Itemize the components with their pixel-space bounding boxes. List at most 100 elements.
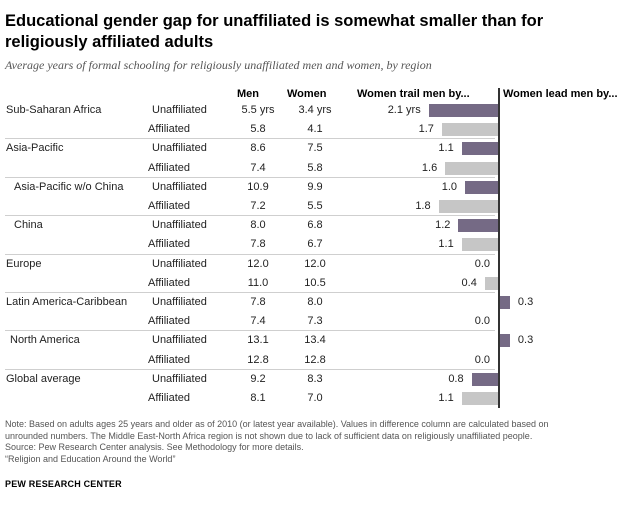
gap-bar-unaffiliated [500,334,510,348]
gap-value-label: 0.0 [474,257,490,270]
group-label: Unaffiliated [152,180,207,193]
group-label: Affiliated [148,200,190,212]
gap-bar-affiliated [445,161,498,175]
chart-title: Educational gender gap for unaffiliated … [5,12,544,51]
group-label: Affiliated [148,353,190,366]
gap-value-label: 1.0 [441,180,457,193]
group-label: Unaffiliated [152,372,207,385]
men-value: 7.4 [250,161,266,174]
women-value: 7.3 [307,315,323,328]
men-value: 5.8 [250,123,266,136]
group-label: Affiliated [148,123,190,136]
gap-bar-unaffiliated [465,180,498,194]
gap-value-label: 1.6 [421,161,438,174]
group-label: Affiliated [148,392,190,404]
gap-value-label: 0.4 [461,276,477,289]
gap-bar-affiliated [461,238,498,252]
gap-value-label: 2.1 yrs [387,104,421,116]
women-value: 5.8 [307,161,323,174]
chart-notes: Note: Based on adults ages 25 years and … [5,419,635,465]
region-label: Global average [6,372,81,385]
gap-value-label: 1.7 [418,123,434,136]
gap-value-label: 0.3 [517,334,534,347]
men-value: 7.8 [250,238,266,251]
group-label: Unaffiliated [152,257,207,270]
footer-credit: PEW RESEARCH CENTER [5,479,122,489]
men-value: 5.5 yrs [241,104,275,116]
gap-bar-unaffiliated [500,296,510,309]
group-label: Affiliated [148,315,190,328]
women-value: 8.3 [307,372,323,385]
group-label: Unaffiliated [152,219,207,232]
region-separator [5,215,495,217]
gap-bar-affiliated [484,276,498,290]
men-value: 7.8 [250,296,266,308]
gap-bar-unaffiliated [458,219,498,233]
region-separator [5,138,495,140]
men-value: 7.4 [250,315,266,328]
gap-bar-affiliated [438,200,498,213]
women-value: 3.4 yrs [298,104,332,116]
gap-bar-unaffiliated [461,142,498,156]
men-value: 8.1 [250,392,266,404]
region-separator [5,330,495,332]
header-women-trail: Women trail men by... [357,88,470,100]
region-label: Latin America-Caribbean [6,296,128,308]
women-value: 8.0 [307,296,323,308]
women-value: 12.0 [304,257,326,270]
women-value: 7.5 [307,142,323,155]
region-separator [5,176,495,178]
header-women-lead: Women lead men by... [503,88,618,100]
gap-value-label: 0.8 [448,372,464,385]
gap-value-label: 0.3 [517,296,534,308]
women-value: 12.8 [304,353,326,366]
group-label: Unaffiliated [152,334,207,347]
gap-value-label: 1.1 [438,238,454,251]
group-label: Affiliated [148,238,190,251]
women-value: 6.7 [307,238,323,251]
report-title-line: “Religion and Education Around the World… [5,453,176,464]
group-label: Affiliated [148,161,190,174]
group-label: Affiliated [148,276,190,289]
group-label: Unaffiliated [152,296,207,308]
region-label: North America [10,334,80,347]
group-label: Unaffiliated [152,104,207,116]
gap-value-label: 0.0 [474,315,490,328]
gap-value-label: 1.1 [438,392,454,404]
region-separator [5,292,495,293]
men-value: 8.6 [250,142,266,155]
note-line-2: unrounded numbers. The Middle East-North… [5,430,533,441]
gap-value-label: 1.2 [435,219,451,232]
men-value: 10.9 [247,180,269,193]
header-women: Women [287,88,327,100]
women-value: 5.5 [307,200,323,212]
gap-bar-unaffiliated [428,104,498,117]
header-men: Men [237,88,259,100]
men-value: 11.0 [247,276,269,289]
men-value: 12.8 [247,353,269,366]
region-label: China [14,219,43,232]
women-value: 4.1 [307,123,323,136]
region-label: Europe [6,257,42,270]
note-line-1: Note: Based on adults ages 25 years and … [5,419,549,429]
women-value: 6.8 [307,219,323,232]
region-label: Asia-Pacific [6,142,64,155]
region-separator [5,253,495,255]
men-value: 13.1 [247,334,269,347]
zero-axis-line [498,88,500,408]
men-value: 9.2 [250,372,266,385]
chart-subtitle: Average years of formal schooling for re… [5,58,432,72]
region-separator [5,368,495,370]
men-value: 12.0 [247,257,269,270]
gap-value-label: 0.0 [474,353,490,366]
women-value: 10.5 [304,276,326,289]
men-value: 8.0 [250,219,266,232]
gap-bar-unaffiliated [471,372,498,386]
women-value: 7.0 [307,392,323,404]
source-line: Source: Pew Research Center analysis. Se… [5,442,304,452]
region-label: Asia-Pacific w/o China [14,180,124,193]
region-label: Sub-Saharan Africa [6,104,102,116]
men-value: 7.2 [250,200,266,212]
gap-value-label: 1.1 [438,142,454,155]
gap-value-label: 1.8 [415,200,431,212]
